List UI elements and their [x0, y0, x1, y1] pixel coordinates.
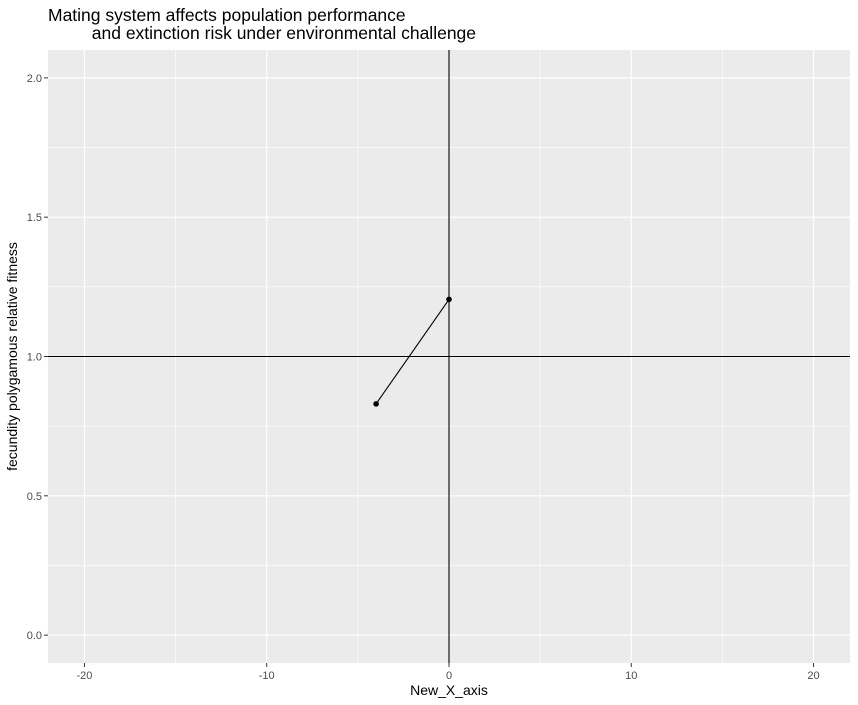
x-axis: -20 -10 0 10 20 — [77, 663, 820, 682]
series-line — [375, 299, 450, 405]
data-point — [373, 401, 379, 407]
x-tick-label: 0 — [446, 670, 452, 682]
chart-title-line-1: Mating system affects population perform… — [48, 5, 406, 25]
data-point — [446, 296, 452, 303]
y-axis: 0.0 0.5 1.0 1.5 2.0 — [27, 73, 48, 642]
y-tick-label: 0.0 — [27, 630, 42, 642]
y-tick-label: 0.5 — [27, 491, 42, 503]
y-axis-title: fecundity polygamous relative fitness — [4, 242, 20, 471]
reference-lines — [48, 50, 850, 663]
x-tick-label: -20 — [77, 670, 93, 682]
x-axis-title: New_X_axis — [410, 682, 488, 698]
y-tick-label: 2.0 — [27, 73, 42, 85]
x-tick-label: 10 — [625, 670, 637, 682]
series-group — [373, 296, 452, 407]
x-tick-label: 20 — [807, 670, 819, 682]
x-tick-label: -10 — [259, 670, 275, 682]
y-tick-label: 1.5 — [27, 212, 42, 224]
y-tick-label: 1.0 — [27, 352, 42, 364]
chart-title-line-2: and extinction risk under environmental … — [48, 23, 477, 43]
